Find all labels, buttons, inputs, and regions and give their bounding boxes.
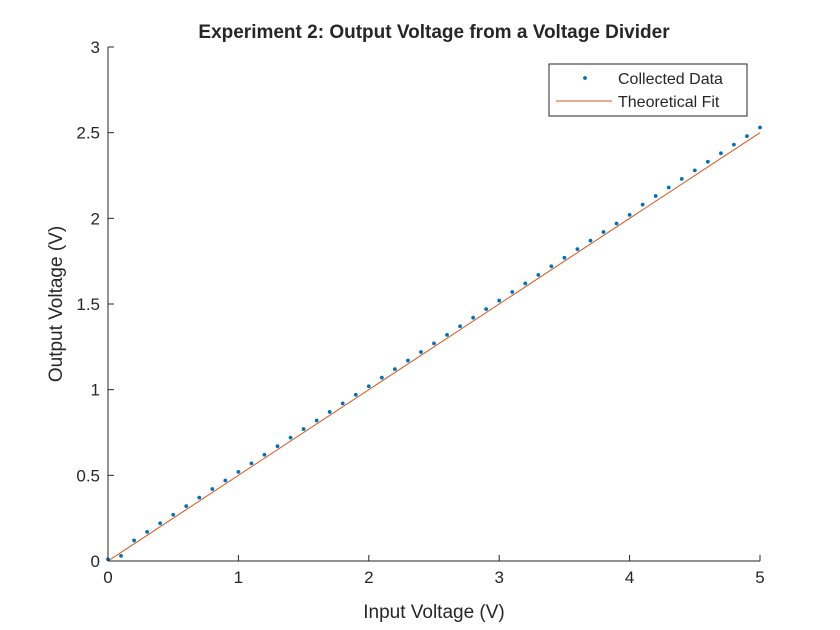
legend-label-theoretical-fit: Theoretical Fit [618, 94, 720, 111]
data-point [353, 392, 358, 397]
data-point [314, 418, 319, 423]
data-point [379, 375, 384, 380]
data-point [562, 255, 567, 260]
legend: Collected Data Theoretical Fit [548, 63, 748, 117]
data-point [145, 529, 150, 534]
data-point [288, 435, 293, 440]
data-point [510, 290, 515, 294]
data-point [327, 410, 332, 414]
data-point [210, 487, 215, 491]
data-point [445, 332, 449, 337]
x-tick-label: 3 [494, 568, 503, 587]
data-point [575, 247, 580, 252]
data-point [132, 538, 136, 543]
chart-title: Experiment 2: Output Voltage from a Volt… [198, 22, 670, 43]
data-point [718, 151, 723, 156]
legend-marker-collected-data [583, 76, 587, 80]
data-point [275, 444, 280, 449]
data-point [692, 168, 697, 173]
data-point [588, 238, 593, 243]
legend-label-collected-data: Collected Data [618, 71, 723, 88]
y-tick-label: 1.5 [76, 295, 100, 314]
x-tick-label: 5 [755, 568, 764, 587]
data-point [236, 470, 241, 474]
legend-box [548, 63, 748, 117]
tick-labels: 0 1 2 3 4 5 0 0.5 1 1.5 2 2.5 3 [76, 38, 764, 587]
x-tick-label: 4 [625, 568, 634, 587]
data-point [184, 504, 189, 509]
data-point [653, 194, 658, 198]
data-point [340, 401, 345, 406]
data-point [614, 221, 619, 226]
data-point [158, 521, 163, 526]
x-tick-label: 2 [364, 568, 373, 587]
data-point [301, 427, 306, 431]
data-point [249, 461, 254, 466]
data-point [471, 315, 476, 320]
data-point [536, 272, 541, 277]
y-tick-label: 2.5 [76, 124, 100, 143]
y-tick-label: 3 [91, 38, 100, 57]
data-point [601, 230, 606, 234]
data-point [432, 341, 436, 346]
x-tick-label: 1 [234, 568, 243, 587]
data-point [679, 177, 684, 181]
y-tick-label: 0 [91, 552, 100, 571]
data-point [366, 384, 371, 389]
y-axis-label: Output Voltage (V) [46, 226, 67, 382]
data-point [484, 307, 489, 312]
data-point [197, 495, 202, 500]
data-point [549, 264, 554, 269]
data-point [732, 142, 736, 147]
data-point [705, 159, 710, 164]
theoretical-fit-line [107, 132, 761, 562]
data-point [745, 134, 749, 138]
data-point [419, 350, 423, 354]
data-point [640, 202, 645, 207]
x-tick-label: 0 [103, 568, 112, 587]
data-point [119, 553, 123, 558]
data-point [497, 298, 502, 303]
data-point [262, 452, 267, 457]
data-point [458, 324, 462, 329]
data-point [406, 358, 410, 363]
y-tick-label: 1 [91, 381, 100, 400]
x-axis-label: Input Voltage (V) [363, 602, 505, 623]
data-point [627, 213, 632, 217]
data-point [523, 281, 528, 286]
data-point [758, 125, 762, 130]
data-point [171, 512, 176, 517]
y-tick-label: 0.5 [76, 466, 100, 485]
axes [107, 46, 761, 562]
data-point [666, 185, 671, 190]
y-tick-label: 2 [91, 209, 100, 228]
data-point [392, 367, 397, 372]
plot-area [106, 125, 762, 562]
data-point [223, 478, 228, 483]
